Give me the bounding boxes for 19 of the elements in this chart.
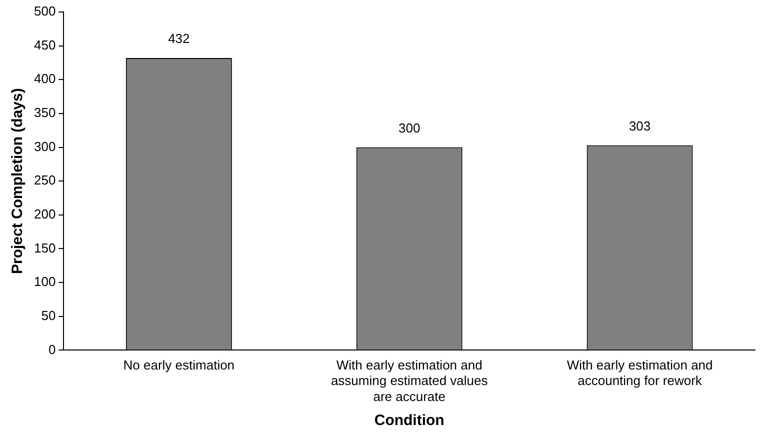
data-label: 303	[628, 118, 651, 134]
y-tick-label: 350	[34, 105, 56, 120]
x-tick-label: No early estimation	[123, 358, 235, 373]
data-label: 300	[398, 120, 420, 136]
y-tick-label: 100	[34, 274, 56, 290]
y-tick-label: 250	[34, 172, 56, 188]
y-tick-label: 0	[48, 342, 56, 357]
y-tick-label: 450	[34, 37, 56, 52]
x-tick-label: With early estimation and accounting for rework	[566, 358, 713, 388]
x-axis-title: Condition	[374, 412, 444, 430]
x-tick-label: With early estimation and assuming estimated values are accurate	[330, 358, 488, 404]
y-tick-label: 300	[34, 138, 56, 154]
y-axis-title: Project Completion (days)	[9, 88, 26, 274]
y-tick-label: 400	[34, 71, 56, 86]
y-tick-label: 200	[34, 206, 56, 222]
y-tick-label: 500	[34, 4, 56, 19]
data-label: 432	[168, 31, 190, 46]
y-tick-label: 150	[34, 240, 56, 256]
y-tick-label: 50	[41, 308, 56, 323]
